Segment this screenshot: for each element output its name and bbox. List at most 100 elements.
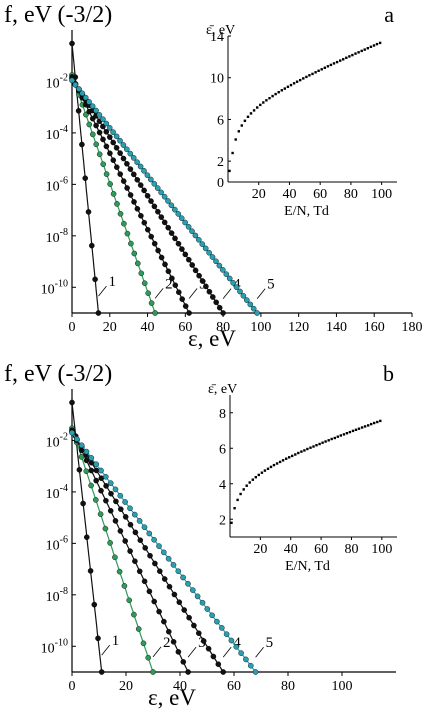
data-point bbox=[117, 528, 124, 534]
data-point bbox=[158, 254, 165, 261]
inset-data-point bbox=[262, 101, 265, 104]
inset-data-point bbox=[249, 112, 253, 115]
data-point bbox=[172, 235, 178, 242]
data-point bbox=[103, 474, 109, 480]
data-point bbox=[138, 212, 144, 219]
x-tick-label: 0 bbox=[69, 320, 76, 335]
curve-leader-line bbox=[222, 646, 232, 658]
data-point bbox=[154, 185, 161, 191]
data-point bbox=[132, 529, 139, 536]
data-point bbox=[82, 94, 89, 101]
data-point bbox=[110, 157, 117, 163]
inset-data-point bbox=[297, 451, 300, 455]
data-point bbox=[162, 261, 168, 268]
inset-x-tick-label: 80 bbox=[344, 542, 358, 557]
y-axis-label: f, eV (-3/2) bbox=[4, 2, 113, 28]
inset-x-axis-label: E/N, Td bbox=[284, 204, 329, 219]
data-point bbox=[112, 486, 119, 493]
inset-data-point bbox=[283, 87, 286, 90]
inset-data-point bbox=[348, 430, 352, 434]
curve-leader-line bbox=[256, 288, 266, 299]
data-point bbox=[185, 669, 191, 675]
data-point bbox=[233, 643, 240, 650]
inset-data-point bbox=[335, 60, 339, 64]
data-point bbox=[127, 548, 133, 554]
data-point bbox=[134, 159, 140, 165]
data-point bbox=[219, 267, 226, 273]
data-point bbox=[206, 288, 213, 295]
data-point bbox=[170, 562, 177, 568]
data-point bbox=[88, 482, 94, 489]
data-point bbox=[215, 661, 222, 668]
data-point bbox=[137, 182, 144, 188]
data-point bbox=[189, 587, 196, 593]
inset-data-point bbox=[239, 492, 242, 496]
inset-y-tick-label: 2 bbox=[219, 513, 226, 528]
data-point bbox=[116, 568, 123, 575]
y-tick-label: 10-6 bbox=[46, 175, 68, 194]
inset-data-point bbox=[326, 65, 330, 68]
data-point bbox=[85, 209, 92, 215]
curve-label: 1 bbox=[108, 274, 116, 290]
data-point bbox=[127, 521, 134, 528]
curve-label: 2 bbox=[163, 635, 171, 651]
inset-x-tick-label: 80 bbox=[344, 187, 358, 202]
data-point bbox=[216, 304, 223, 311]
inset-data-point bbox=[367, 424, 370, 427]
data-point bbox=[179, 296, 185, 302]
data-point bbox=[117, 150, 123, 156]
inset-data-point bbox=[369, 45, 373, 48]
inset-data-point bbox=[272, 463, 276, 467]
curve-label: 2 bbox=[165, 276, 173, 292]
data-point bbox=[126, 597, 132, 604]
data-point bbox=[137, 537, 144, 543]
inset-x-tick-label: 40 bbox=[282, 187, 296, 202]
y-tick-label: 10-2 bbox=[46, 431, 68, 450]
inset-data-point bbox=[360, 49, 363, 53]
curve-label: 5 bbox=[266, 635, 274, 651]
inset-x-tick-label: 60 bbox=[313, 187, 327, 202]
data-point bbox=[83, 457, 90, 464]
data-point bbox=[96, 129, 103, 136]
data-point bbox=[127, 192, 134, 198]
inset-data-point bbox=[269, 465, 273, 469]
data-point bbox=[121, 220, 127, 227]
data-point bbox=[175, 240, 182, 247]
inset-data-point bbox=[281, 459, 285, 462]
inset-data-point bbox=[372, 44, 376, 47]
data-point bbox=[69, 40, 75, 47]
data-point bbox=[134, 205, 141, 212]
data-point bbox=[120, 142, 127, 148]
inset-data-point bbox=[292, 82, 296, 85]
inset-data-point bbox=[366, 47, 369, 50]
curve-leader-line bbox=[188, 288, 198, 299]
data-point bbox=[141, 578, 148, 585]
data-point bbox=[151, 240, 158, 247]
inset-data-point bbox=[263, 469, 267, 472]
inset-data-point bbox=[379, 419, 382, 423]
data-point bbox=[127, 166, 134, 172]
data-point bbox=[88, 455, 95, 461]
data-point bbox=[192, 232, 199, 239]
data-point bbox=[96, 112, 103, 118]
inset-data-point bbox=[299, 78, 302, 82]
inset-data-point bbox=[286, 85, 290, 88]
data-point bbox=[218, 625, 225, 631]
inset-y-tick-label: 0 bbox=[217, 176, 224, 191]
inset-data-point bbox=[345, 432, 349, 435]
data-point bbox=[161, 193, 168, 200]
data-point bbox=[113, 133, 120, 140]
data-point bbox=[155, 247, 161, 254]
data-point bbox=[83, 468, 90, 474]
curve-leader-line bbox=[152, 646, 162, 658]
data-point bbox=[202, 245, 209, 252]
data-point bbox=[95, 310, 102, 316]
data-point bbox=[69, 429, 75, 436]
inset-data-point bbox=[246, 115, 250, 118]
data-point bbox=[69, 399, 75, 406]
inset-data-point bbox=[243, 119, 247, 122]
data-point bbox=[158, 189, 164, 196]
data-point bbox=[175, 649, 182, 655]
data-point bbox=[91, 601, 98, 608]
data-point bbox=[117, 137, 123, 144]
